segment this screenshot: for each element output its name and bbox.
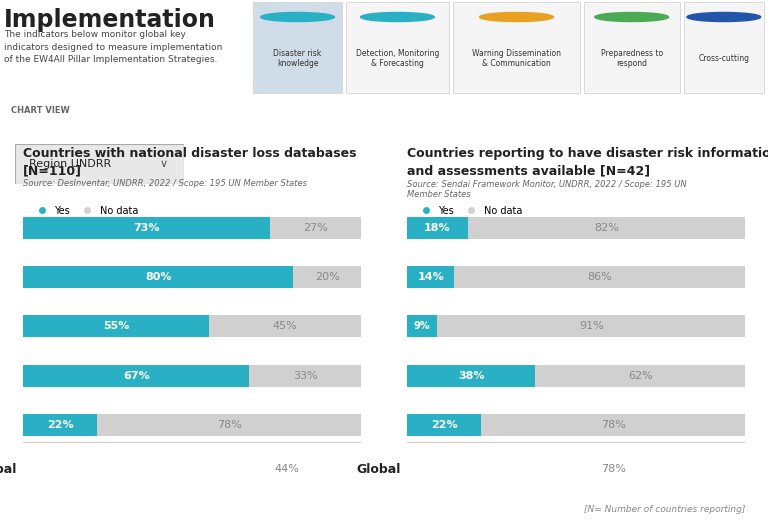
Bar [23,316,209,338]
Text: Implementation: Implementation [4,7,216,32]
Text: 20%: 20% [315,272,339,282]
Text: 56%: 56% [104,464,131,474]
Text: CHART VIEW: CHART VIEW [11,106,69,115]
Circle shape [687,13,761,22]
Bar [407,266,455,288]
Text: Detection, Monitoring
& Forecasting: Detection, Monitoring & Forecasting [356,49,439,68]
FancyBboxPatch shape [15,144,184,184]
Circle shape [595,13,669,22]
FancyBboxPatch shape [253,2,342,92]
Text: Countries reporting to have disaster risk information
and assessments available : Countries reporting to have disaster ris… [407,147,768,177]
Text: Source: DesInventar, UNDRR, 2022 / Scope: 195 UN Member States: Source: DesInventar, UNDRR, 2022 / Scope… [23,178,307,187]
Circle shape [361,13,435,22]
Text: 38%: 38% [458,371,485,381]
Text: 78%: 78% [601,464,626,474]
Bar [23,458,361,480]
Text: 80%: 80% [145,272,171,282]
Bar [407,414,745,436]
Legend: Yes, No data: Yes, No data [28,202,142,219]
Text: 62%: 62% [627,371,653,381]
Bar [23,316,361,338]
Text: 86%: 86% [588,272,612,282]
Text: 78%: 78% [601,420,626,430]
Text: Cross-cutting: Cross-cutting [698,54,750,63]
Text: 45%: 45% [273,321,297,331]
Text: [N= Number of countries reporting]: [N= Number of countries reporting] [584,505,745,514]
Text: The indicators below monitor global key
indicators designed to measure implement: The indicators below monitor global key … [4,30,222,64]
Text: 91%: 91% [579,321,604,331]
Bar [407,414,482,436]
FancyBboxPatch shape [584,2,680,92]
Text: 82%: 82% [594,223,619,233]
Text: 14%: 14% [417,272,444,282]
Text: 22%: 22% [47,420,74,430]
Bar [23,458,212,480]
Text: Global: Global [356,463,400,476]
Text: 22%: 22% [431,464,458,474]
Text: Region UNDRR: Region UNDRR [29,159,111,169]
Bar [407,266,745,288]
Text: 78%: 78% [217,420,242,430]
Text: 73%: 73% [133,223,160,233]
Circle shape [260,13,335,22]
Text: ∨: ∨ [160,159,168,169]
Bar [407,458,745,480]
Text: Global: Global [0,463,16,476]
Bar [23,217,361,239]
Text: 67%: 67% [123,371,150,381]
Bar [23,364,250,386]
Text: 9%: 9% [414,321,431,331]
Bar [23,364,361,386]
Text: Preparedness to
respond: Preparedness to respond [601,49,663,68]
FancyBboxPatch shape [346,2,449,92]
Bar [23,414,361,436]
Text: Warning Dissemination
& Communication: Warning Dissemination & Communication [472,49,561,68]
Text: 27%: 27% [303,223,328,233]
Text: 22%: 22% [431,420,458,430]
Text: Disaster risk
knowledge: Disaster risk knowledge [273,49,322,68]
FancyBboxPatch shape [453,2,580,92]
Text: 33%: 33% [293,371,317,381]
Legend: Yes, No data: Yes, No data [412,202,526,219]
Bar [407,364,535,386]
Bar [23,414,98,436]
Bar [407,364,745,386]
Bar [23,266,293,288]
Text: 55%: 55% [103,321,129,331]
Bar [407,458,482,480]
FancyBboxPatch shape [684,2,764,92]
Bar [23,217,270,239]
Bar [407,217,468,239]
Text: Countries with national disaster loss databases
[N=110]: Countries with national disaster loss da… [23,147,356,177]
Bar [407,217,745,239]
Bar [23,266,361,288]
Bar [407,316,745,338]
Text: Source: Sendai Framework Monitor, UNDRR, 2022 / Scope: 195 UN
Member States: Source: Sendai Framework Monitor, UNDRR,… [407,180,687,199]
Bar [407,316,438,338]
Circle shape [479,13,553,22]
Text: 44%: 44% [274,464,299,474]
Text: 18%: 18% [424,223,451,233]
